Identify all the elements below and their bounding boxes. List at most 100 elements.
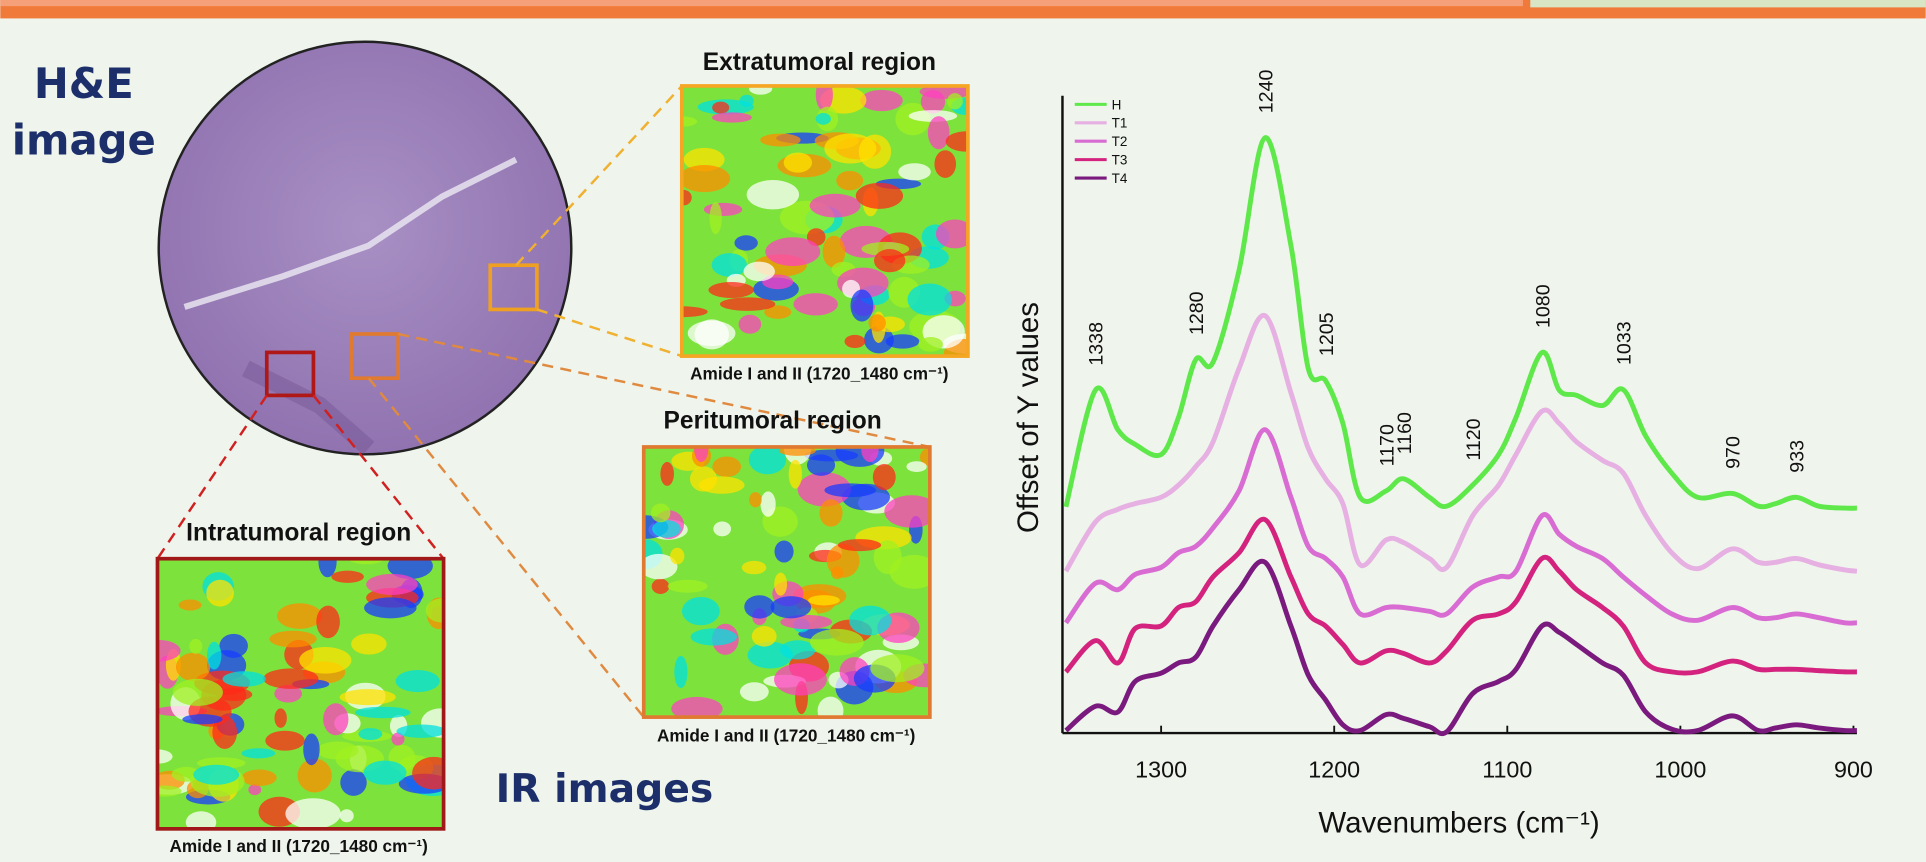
- x-tick-label: 1300: [1135, 756, 1187, 782]
- heatmap-blob: [660, 462, 674, 486]
- heatmap-blob: [682, 597, 720, 625]
- x-tick-label: 900: [1834, 756, 1873, 782]
- heatmap-blob: [396, 670, 440, 692]
- heatmap-blob: [358, 728, 382, 740]
- heatmap-blob: [265, 731, 304, 751]
- heatmap-blob: [708, 282, 754, 298]
- heatmap-blob: [712, 253, 747, 277]
- peak-label: 970: [1723, 436, 1745, 469]
- heatmap-blob: [652, 520, 681, 538]
- heatmap-blob: [810, 194, 861, 218]
- peak-label: 1160: [1394, 412, 1416, 454]
- heatmap-blob: [743, 262, 774, 282]
- heatmap-blob: [808, 595, 840, 605]
- x-tick-label: 1000: [1654, 756, 1706, 782]
- heatmap-blob: [670, 548, 684, 565]
- heatmap-blob: [886, 334, 920, 348]
- heatmap-blob: [868, 314, 885, 331]
- region-title: Extratumoral region: [703, 49, 936, 76]
- peak-label: 1280: [1186, 291, 1208, 335]
- peak-label: 1080: [1532, 284, 1554, 328]
- x-tick-label: 1100: [1482, 756, 1532, 782]
- heatmap-blob: [674, 656, 687, 688]
- heatmap-blob: [898, 163, 931, 180]
- heatmap-blob: [397, 725, 447, 738]
- region-caption: Amide I and II (1720_1480 cm⁻¹): [657, 726, 915, 746]
- heatmap-blob: [874, 249, 905, 272]
- heatmap-blob: [824, 133, 876, 163]
- heatmap-blob: [222, 671, 266, 686]
- heatmap-blob: [774, 541, 793, 563]
- heatmap-blob: [668, 580, 708, 593]
- heatmap-blob: [720, 297, 775, 311]
- heatmap-blob: [918, 337, 943, 352]
- heatmap-blob: [819, 499, 842, 526]
- heatmap-blob: [695, 319, 729, 349]
- heatmap-blob: [771, 596, 812, 618]
- heatmap-blob: [355, 707, 411, 718]
- ir-label: IR images: [496, 767, 714, 812]
- heatmap-blob: [747, 642, 792, 669]
- heatmap-blob: [351, 633, 387, 654]
- heatmap-blob: [907, 283, 951, 315]
- heatmap-blob: [331, 571, 364, 583]
- heatmap-blob: [784, 152, 812, 172]
- heatmap-blob: [712, 457, 741, 477]
- region-title: Peritumoral region: [664, 408, 882, 435]
- heatmap-blob: [860, 90, 903, 111]
- heatmap-blob: [193, 765, 239, 785]
- heatmap-blob: [219, 634, 248, 658]
- heatmap-blob: [323, 703, 348, 735]
- top-bar-highlight: [0, 0, 1523, 6]
- y-axis-label: Offset of Y values: [1012, 302, 1045, 533]
- heatmap-blob: [740, 682, 769, 701]
- heatmap-blob: [179, 600, 202, 611]
- heatmap-blob: [651, 503, 671, 522]
- x-axis-label: Wavenumbers (cm⁻¹): [1318, 807, 1599, 840]
- heatmap-blob: [652, 579, 670, 594]
- heatmap-blob: [774, 663, 827, 695]
- heatmap: [657, 79, 989, 371]
- heatmap-blob: [242, 770, 277, 786]
- heatmap-blob: [299, 647, 351, 674]
- heatmap-blob: [340, 689, 396, 705]
- figure: H&E image IR images Extratumoral region …: [0, 0, 1926, 862]
- peak-label: 933: [1787, 440, 1809, 473]
- region-title: Intratumoral region: [186, 519, 411, 546]
- heatmap-blob: [709, 202, 721, 234]
- heatmap-blob: [760, 491, 775, 516]
- region-caption: Amide I and II (1720_1480 cm⁻¹): [169, 836, 427, 856]
- peak-label: 1033: [1614, 321, 1636, 365]
- heatmap-blob: [836, 171, 863, 190]
- heatmap-blob: [277, 603, 322, 629]
- heatmap-blob: [699, 476, 745, 493]
- heatmap-blob: [269, 631, 316, 648]
- heatmap-blob: [679, 165, 730, 192]
- heatmap-blob: [740, 95, 754, 107]
- heatmap-blob: [734, 235, 757, 250]
- heatmap-blob: [760, 134, 801, 147]
- heatmap-blob: [712, 112, 752, 122]
- heatmap-blob: [873, 464, 896, 490]
- legend-label: T3: [1112, 153, 1128, 168]
- heatmap-blob: [838, 539, 881, 551]
- heatmap-blob: [742, 561, 766, 574]
- legend-label: T1: [1112, 116, 1128, 131]
- heatmap-blob: [807, 454, 835, 475]
- heatmap-blob: [189, 639, 202, 654]
- heatmap-blob: [849, 606, 891, 636]
- heatmap-blob: [856, 183, 903, 209]
- top-bar-green: [1530, 0, 1925, 7]
- peak-label: 1120: [1463, 418, 1485, 460]
- heatmap-blob: [744, 595, 774, 618]
- legend-label: T4: [1112, 171, 1128, 186]
- heatmap-blob: [340, 809, 354, 822]
- heatmap-blob: [285, 798, 340, 829]
- heatmap-blob: [739, 315, 762, 334]
- heatmap-blob: [303, 733, 319, 765]
- heatmap-blob: [274, 708, 286, 728]
- heatmap-blob: [810, 629, 864, 656]
- heatmap-blob: [207, 642, 221, 670]
- heatmap-blob: [749, 492, 762, 507]
- heatmap-blob: [765, 237, 820, 266]
